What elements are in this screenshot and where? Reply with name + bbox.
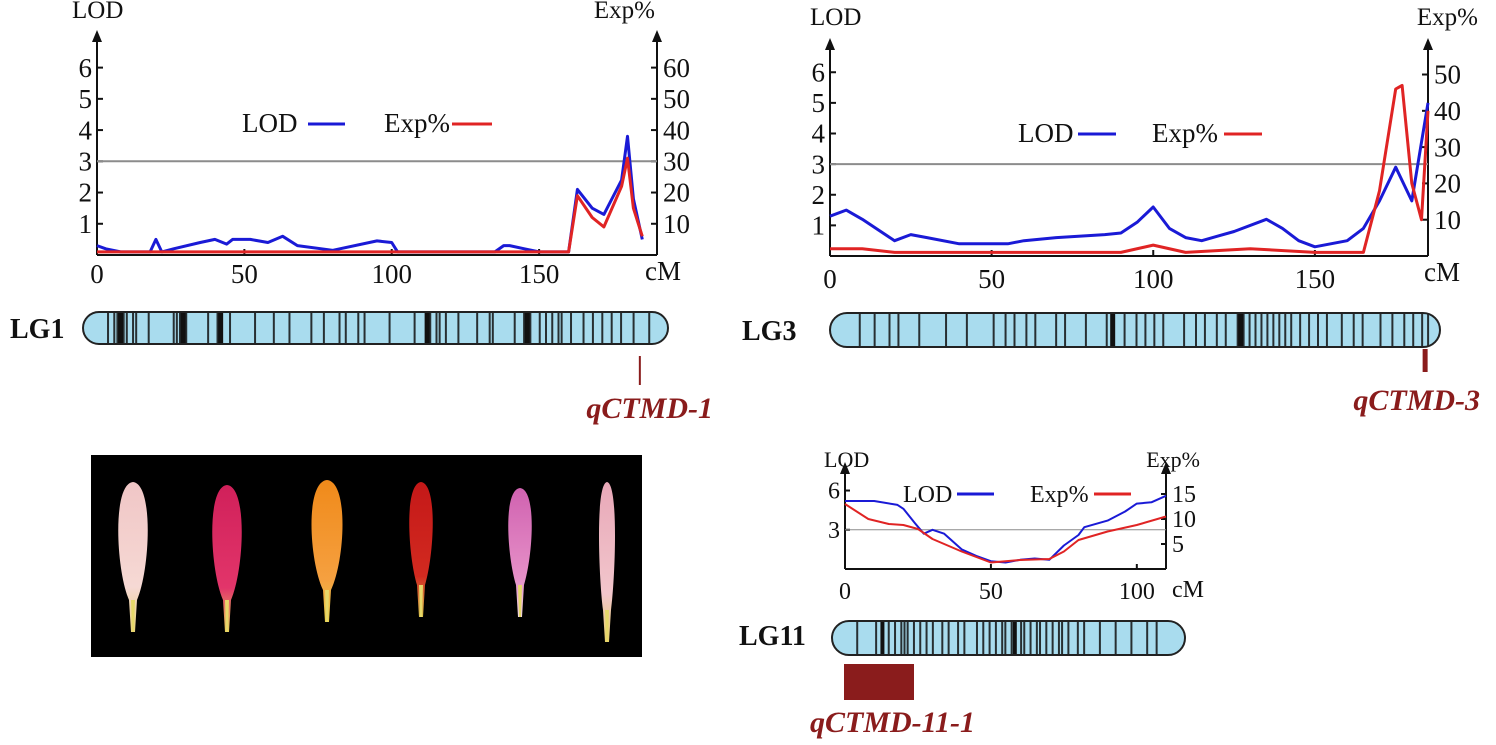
petal-light-pink-claw (605, 610, 609, 642)
petal-light-pink (599, 482, 615, 642)
lg1-y2tick-label: 30 (663, 146, 690, 176)
lg11-chromosome-outline (831, 620, 1186, 656)
lg1-chromosome-body (83, 312, 668, 344)
petal-pale-pink-claw (131, 600, 135, 632)
lg1-y2tick-label: 40 (663, 115, 690, 145)
petal-pink (508, 488, 532, 617)
lg1-y-right-arrow-icon (652, 30, 662, 42)
lg11-ytick-label: 3 (828, 518, 840, 544)
lg3-y2tick-label: 40 (1434, 96, 1461, 126)
lg1-xtick-label: 50 (231, 259, 258, 289)
lg3-ytick-label: 3 (812, 149, 826, 179)
lg3-exp-curve (830, 83, 1430, 254)
lg11-legend-exp-label: Exp% (1030, 482, 1089, 508)
lg1-xtick-label: 0 (90, 259, 104, 289)
lg3-chromosome-body (830, 313, 1440, 347)
lg1-ytick-label: 4 (79, 115, 93, 145)
lg3-chromosome-label: LG3 (742, 316, 796, 347)
lg3-y-right-arrow-icon (1423, 38, 1433, 50)
lg3-chromosome-outline (829, 312, 1441, 348)
lg3-qtl-label: qCTMD-3 (1353, 384, 1480, 417)
lg1-ytick-label: 3 (79, 146, 93, 176)
lg1-ytick-label: 5 (79, 84, 93, 114)
lg1-y2tick-label: 50 (663, 84, 690, 114)
lg3-marker-group (858, 313, 1430, 347)
lg11-xtick-label: 50 (979, 579, 1003, 605)
lg1-ytick-label: 6 (79, 53, 93, 83)
lg1-legend-exp-label: Exp% (384, 108, 450, 138)
lg3-ytick-label: 2 (812, 180, 826, 210)
lg11-ytick-label: 6 (828, 479, 840, 505)
lg11-xtick-label: 0 (839, 579, 851, 605)
lg3-y2tick-label: 30 (1434, 132, 1461, 162)
lg3-x-axis-label: cM (1424, 257, 1460, 287)
petal-photo (91, 455, 642, 657)
lg3-y2tick-label: 50 (1434, 60, 1461, 90)
petal-red (409, 482, 433, 617)
lg11-qtl-label: qCTMD-11-1 (810, 706, 975, 739)
lg11-y2tick-label: 15 (1172, 482, 1196, 508)
lg1-lod-axis-label: LOD (72, 0, 123, 24)
lg11-y-right-arrow-icon (1161, 462, 1171, 474)
lg1-ytick-label: 1 (79, 209, 93, 239)
lg3-xtick-label: 0 (823, 264, 837, 294)
petal-orange (311, 480, 343, 622)
lg1-chromosome-label: LG1 (10, 314, 64, 345)
lg3-ytick-label: 6 (812, 57, 826, 87)
lg11-lod-curve (845, 494, 1167, 564)
lg1-qtl-label: qCTMD-1 (586, 392, 713, 425)
lg3-ytick-label: 1 (812, 211, 826, 241)
lg3-legend-exp-label: Exp% (1152, 118, 1218, 148)
lg3-xtick-label: 100 (1133, 264, 1174, 294)
lg11-xtick-label: 100 (1119, 579, 1155, 605)
lg11-y2tick-label: 5 (1172, 532, 1184, 558)
lg3-ytick-label: 4 (812, 119, 826, 149)
lg1-exp-curve (97, 156, 644, 254)
lg3-y2tick-label: 10 (1434, 205, 1461, 235)
lg1-y2tick-label: 60 (663, 53, 690, 83)
petal-magenta-claw (225, 600, 229, 632)
lg1-exp-axis-label: Exp% (594, 0, 655, 24)
lg1-y2tick-label: 20 (663, 178, 690, 208)
lg1-y-left-arrow-icon (92, 30, 102, 42)
lg3-lod-axis-label: LOD (810, 4, 861, 31)
lg11-exp-axis-label: Exp% (1146, 447, 1200, 472)
lg1-ytick-label: 2 (79, 178, 93, 208)
lg3-xtick-label: 50 (978, 264, 1005, 294)
photo-background (91, 455, 642, 657)
petal-magenta (212, 485, 242, 632)
lg1-chromosome-outline (82, 311, 669, 345)
lg1-xtick-label: 150 (519, 259, 560, 289)
lg11-x-axis-label: cM (1172, 577, 1204, 603)
petal-orange-claw (325, 590, 329, 622)
lg11-legend-lod-label: LOD (903, 482, 952, 508)
petal-pale-pink (118, 482, 148, 632)
lg11-exp-curve (844, 503, 1167, 564)
lg11-y-left-arrow-icon (840, 462, 850, 474)
lg11-qtl-interval-box (844, 664, 914, 700)
lg3-ytick-label: 5 (812, 88, 826, 118)
lg3-y-left-arrow-icon (825, 38, 835, 50)
lg3-xtick-label: 150 (1295, 264, 1336, 294)
petal-red-claw (419, 585, 423, 617)
lg11-marker-group (856, 621, 1158, 655)
lg3-lod-curve (829, 102, 1430, 249)
lg11-chromosome-label: LG11 (739, 621, 806, 652)
lg3-exp-axis-label: Exp% (1417, 4, 1478, 31)
lg1-lod-curve (96, 134, 644, 254)
lg1-marker-group (107, 312, 651, 344)
lg1-x-axis-label: cM (645, 256, 681, 286)
lg11-y2tick-label: 10 (1172, 507, 1196, 533)
lg1-xtick-label: 100 (371, 259, 412, 289)
lg1-legend-lod-label: LOD (242, 108, 298, 138)
lg3-y2tick-label: 20 (1434, 169, 1461, 199)
lg3-legend-lod-label: LOD (1018, 118, 1074, 148)
lg1-y2tick-label: 10 (663, 209, 690, 239)
lg11-lod-axis-label: LOD (824, 447, 869, 472)
petal-pink-claw (518, 585, 522, 617)
